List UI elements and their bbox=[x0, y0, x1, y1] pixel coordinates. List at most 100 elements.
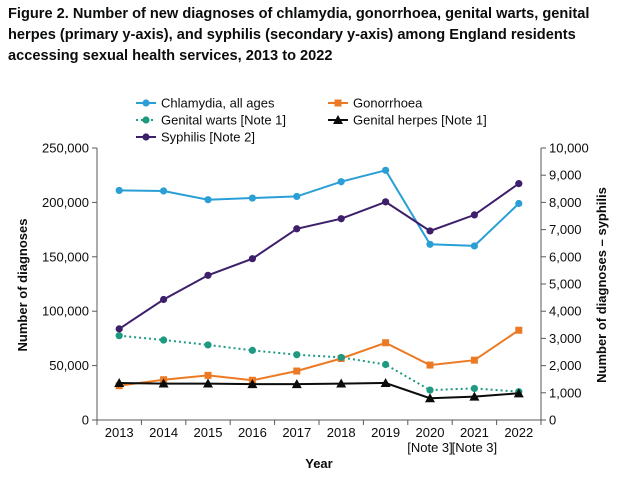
y-tick-label: 200,000 bbox=[42, 195, 89, 210]
series-0 bbox=[115, 166, 523, 250]
legend-label: Genital warts [Note 1] bbox=[161, 113, 286, 128]
y-tick-label: 0 bbox=[82, 413, 89, 428]
x-tick-label: 2020 bbox=[416, 425, 445, 440]
legend-swatch-marker bbox=[333, 115, 343, 124]
data-point bbox=[337, 178, 345, 186]
data-point bbox=[115, 325, 123, 333]
y-axis-label: Number of diagnoses bbox=[15, 219, 30, 352]
y2-tick-label: 9,000 bbox=[549, 168, 582, 183]
data-point bbox=[470, 384, 478, 393]
legend-item: Genital warts [Note 1] bbox=[136, 113, 286, 128]
data-point bbox=[470, 242, 478, 250]
y2-axis-label: Number of diagnoses – syphilis bbox=[594, 187, 609, 383]
data-point bbox=[515, 326, 523, 334]
legend-swatch-marker bbox=[142, 133, 150, 141]
data-point bbox=[115, 332, 123, 340]
data-point bbox=[426, 240, 434, 248]
data-point bbox=[114, 378, 125, 388]
series-3 bbox=[114, 378, 524, 403]
series-line bbox=[119, 381, 519, 400]
x-tick-label: 2013 bbox=[105, 425, 134, 440]
x-tick-label: 2015 bbox=[194, 425, 223, 440]
data-point bbox=[426, 227, 434, 235]
data-point bbox=[337, 353, 345, 362]
x-axis-label: Year bbox=[305, 456, 332, 471]
data-point bbox=[515, 180, 523, 188]
data-point bbox=[204, 371, 212, 379]
x-tick-label: 2019 bbox=[371, 425, 400, 440]
legend-item: Genital herpes [Note 1] bbox=[328, 113, 487, 128]
data-point bbox=[337, 215, 345, 223]
data-point bbox=[115, 186, 123, 195]
legend-label: Syphilis [Note 2] bbox=[161, 130, 255, 145]
legend-swatch-marker bbox=[142, 99, 150, 107]
y2-tick-label: 0 bbox=[549, 413, 556, 428]
y2-tick-label: 4,000 bbox=[549, 304, 582, 319]
data-point bbox=[160, 187, 168, 195]
y-tick-label: 150,000 bbox=[42, 249, 89, 264]
data-point bbox=[204, 271, 212, 279]
y-tick-label: 100,000 bbox=[42, 304, 89, 319]
data-point bbox=[336, 378, 347, 388]
data-point bbox=[382, 339, 390, 347]
series-1 bbox=[115, 326, 523, 390]
data-point bbox=[248, 194, 256, 202]
legend-label: Chlamydia, all ages bbox=[161, 96, 275, 111]
chart-title: Figure 2. Number of new diagnoses of chl… bbox=[8, 6, 590, 64]
data-point bbox=[203, 378, 213, 388]
data-point bbox=[382, 198, 390, 206]
data-point bbox=[204, 341, 212, 349]
data-point bbox=[380, 378, 391, 388]
data-point bbox=[426, 386, 434, 394]
y2-tick-label: 5,000 bbox=[549, 277, 582, 292]
x-tick-note: [Note 3] bbox=[407, 440, 453, 455]
x-tick-label: 2018 bbox=[327, 425, 356, 440]
y2-tick-label: 7,000 bbox=[549, 222, 582, 237]
legend-item: Syphilis [Note 2] bbox=[136, 130, 255, 145]
series-line bbox=[118, 182, 520, 330]
series-2 bbox=[115, 332, 523, 396]
data-point bbox=[293, 367, 301, 375]
data-point bbox=[470, 356, 478, 364]
data-point bbox=[291, 379, 302, 389]
x-tick-label: 2021 bbox=[460, 425, 489, 440]
legend-label: Genital herpes [Note 1] bbox=[353, 113, 487, 128]
legend-item: Chlamydia, all ages bbox=[136, 96, 275, 111]
data-point bbox=[426, 361, 434, 369]
legend-swatch-marker bbox=[142, 116, 150, 124]
data-point bbox=[248, 255, 256, 263]
data-point bbox=[382, 166, 390, 174]
y2-tick-label: 1,000 bbox=[549, 385, 582, 400]
x-tick-label: 2017 bbox=[282, 425, 311, 440]
series-layer bbox=[114, 166, 524, 403]
series-4 bbox=[115, 180, 523, 333]
data-point bbox=[515, 199, 523, 208]
legend: Chlamydia, all ages Gonorrhoea Genital war… bbox=[136, 96, 487, 145]
y2-tick-label: 10,000 bbox=[549, 141, 589, 156]
y-tick-label: 50,000 bbox=[49, 358, 89, 373]
x-tick-label: 2022 bbox=[504, 425, 533, 440]
data-point bbox=[158, 378, 169, 388]
data-point bbox=[469, 391, 480, 401]
legend-item: Gonorrhoea bbox=[328, 96, 423, 111]
data-point bbox=[293, 225, 301, 233]
data-point bbox=[248, 346, 256, 354]
data-point bbox=[204, 196, 212, 204]
data-point bbox=[160, 295, 168, 304]
axes: 0 50,000 100,000 150,000 200,000 250,000 0 1,00… bbox=[42, 141, 589, 456]
series-line bbox=[119, 334, 519, 393]
data-point bbox=[293, 192, 301, 201]
data-point bbox=[513, 388, 524, 398]
data-point bbox=[160, 336, 168, 344]
x-tick-note: [Note 3] bbox=[452, 440, 498, 455]
x-tick-label: 2014 bbox=[149, 425, 178, 440]
legend-swatch-marker bbox=[334, 99, 342, 107]
series-line bbox=[119, 329, 520, 387]
data-point bbox=[382, 360, 390, 369]
y2-tick-label: 2,000 bbox=[549, 358, 582, 373]
y2-tick-label: 3,000 bbox=[549, 331, 582, 346]
data-point bbox=[247, 379, 258, 389]
x-tick-label: 2016 bbox=[238, 425, 267, 440]
series-line bbox=[119, 169, 520, 247]
